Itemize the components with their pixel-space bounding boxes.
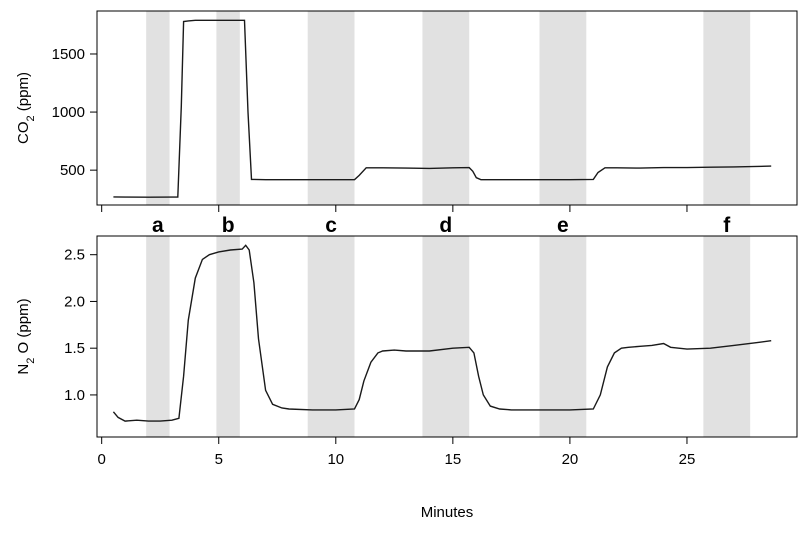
n2o-series-line bbox=[112, 244, 772, 422]
band-label-d: d bbox=[439, 214, 452, 237]
x-axis: 0 5 10 15 20 25 bbox=[98, 205, 696, 468]
y-tick-label: 1000 bbox=[52, 104, 85, 121]
band-f-co2 bbox=[703, 11, 751, 205]
band-e-n2o bbox=[539, 236, 587, 437]
n2o-axis-title: N2 O (ppm) bbox=[15, 298, 37, 374]
band-label-a: a bbox=[152, 214, 164, 237]
band-d-n2o bbox=[422, 236, 470, 437]
y-tick-label: 1.5 bbox=[64, 340, 85, 357]
x-tick-label: 5 bbox=[215, 451, 223, 468]
n2o-bands bbox=[146, 236, 751, 437]
n2o-y-axis: 1.0 1.5 2.0 2.5 bbox=[64, 247, 97, 404]
band-label-e: e bbox=[557, 214, 569, 237]
co2-y-axis: 500 1000 1500 bbox=[52, 46, 97, 179]
band-label-f: f bbox=[723, 214, 731, 237]
band-f-n2o bbox=[703, 236, 751, 437]
n2o-panel: 1.0 1.5 2.0 2.5 N2 O (ppm) bbox=[15, 235, 798, 438]
co2-bands bbox=[146, 11, 751, 205]
x-tick-label: 15 bbox=[445, 451, 462, 468]
y-tick-label: 2.5 bbox=[64, 247, 85, 264]
band-labels: a b c d e f bbox=[152, 214, 731, 237]
x-axis-title: Minutes bbox=[421, 504, 474, 521]
co2-plot-frame bbox=[96, 10, 798, 206]
y-tick-label: 500 bbox=[60, 162, 85, 179]
band-c-co2 bbox=[307, 11, 355, 205]
band-label-c: c bbox=[325, 214, 337, 237]
band-d-co2 bbox=[422, 11, 470, 205]
y-tick-label: 1.0 bbox=[64, 387, 85, 404]
band-e-co2 bbox=[539, 11, 587, 205]
band-label-b: b bbox=[222, 214, 235, 237]
y-tick-label: 1500 bbox=[52, 46, 85, 63]
band-b-co2 bbox=[216, 11, 240, 205]
x-tick-label: 0 bbox=[98, 451, 106, 468]
n2o-plot-frame bbox=[96, 235, 798, 438]
band-b-n2o bbox=[216, 236, 240, 437]
x-tick-label: 10 bbox=[327, 451, 344, 468]
x-tick-label: 20 bbox=[562, 451, 579, 468]
band-c-n2o bbox=[307, 236, 355, 437]
co2-panel: 500 1000 1500 CO2 (ppm) bbox=[15, 10, 798, 206]
y-tick-label: 2.0 bbox=[64, 293, 85, 310]
co2-axis-title: CO2 (ppm) bbox=[15, 72, 37, 144]
co2-series-line bbox=[113, 19, 772, 198]
x-tick-label: 25 bbox=[679, 451, 696, 468]
band-a-n2o bbox=[146, 236, 170, 437]
band-a-co2 bbox=[146, 11, 170, 205]
